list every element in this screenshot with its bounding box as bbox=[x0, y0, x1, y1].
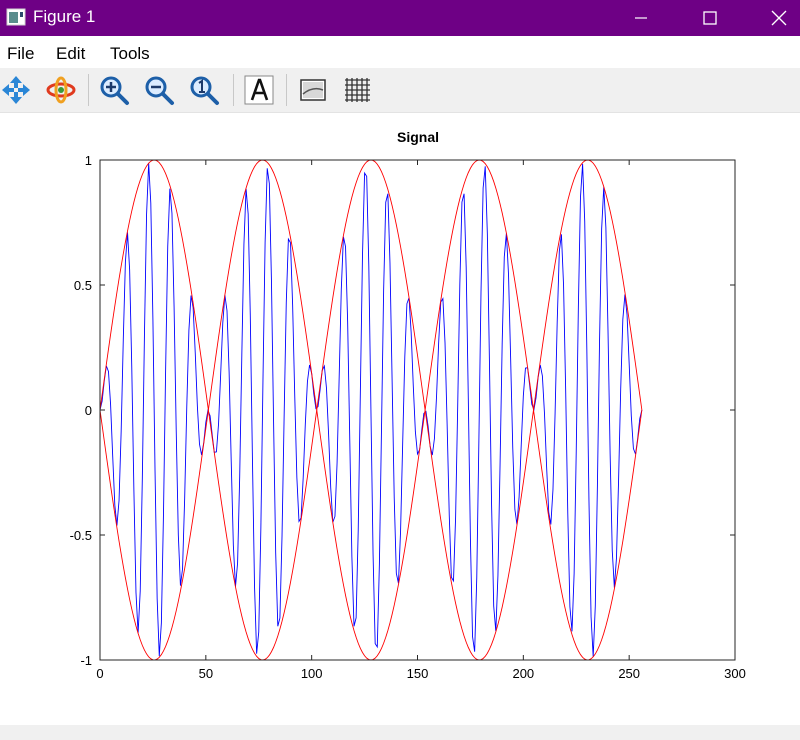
x-tick-label: 100 bbox=[301, 666, 323, 681]
zoom-reset-icon bbox=[190, 76, 219, 105]
text-annotation-button[interactable] bbox=[241, 72, 277, 108]
toolbar bbox=[0, 68, 800, 113]
pan-icon bbox=[2, 76, 30, 104]
chart-title: Signal bbox=[397, 129, 439, 145]
x-tick-label: 200 bbox=[512, 666, 534, 681]
axes-icon bbox=[300, 79, 326, 101]
menu-tools[interactable]: Tools bbox=[110, 44, 150, 63]
y-tick-label: -0.5 bbox=[70, 528, 92, 543]
text-annotation-icon bbox=[244, 75, 274, 105]
figure-canvas[interactable]: Signal 0 50 100 150 200 250 300 1 0.5 0 -0.5 -1 bbox=[0, 113, 800, 725]
zoom-in-icon bbox=[100, 76, 129, 105]
x-tick-label: 0 bbox=[96, 666, 103, 681]
axes-button[interactable] bbox=[295, 72, 331, 108]
grid-icon bbox=[345, 78, 370, 102]
rotate-icon bbox=[46, 76, 76, 104]
y-tick-label: 0 bbox=[85, 403, 92, 418]
x-tick-label: 50 bbox=[199, 666, 213, 681]
toolbar-separator bbox=[286, 74, 287, 106]
app-icon bbox=[6, 8, 26, 26]
maximize-button[interactable] bbox=[687, 0, 733, 36]
status-bar bbox=[0, 725, 800, 740]
menu-file[interactable]: File bbox=[7, 44, 35, 63]
axis-ticks: 0 50 100 150 200 250 300 1 0.5 0 -0.5 -1 bbox=[70, 153, 746, 681]
x-tick-label: 300 bbox=[724, 666, 746, 681]
toolbar-separator bbox=[88, 74, 89, 106]
zoom-reset-button[interactable] bbox=[186, 72, 222, 108]
title-bar: Figure 1 bbox=[0, 0, 800, 36]
plot-svg[interactable]: Signal 0 50 100 150 200 250 300 1 0.5 0 -0.5 -1 bbox=[0, 113, 800, 725]
plot-lines bbox=[99, 159, 643, 661]
minimize-button[interactable] bbox=[618, 0, 664, 36]
signal-line bbox=[99, 163, 643, 657]
y-tick-label: -1 bbox=[80, 653, 92, 668]
y-tick-label: 1 bbox=[85, 153, 92, 168]
zoom-in-button[interactable] bbox=[96, 72, 132, 108]
pan-button[interactable] bbox=[0, 72, 34, 108]
x-tick-label: 150 bbox=[407, 666, 429, 681]
menu-bar: File Edit Tools bbox=[0, 36, 800, 68]
y-tick-label: 0.5 bbox=[74, 278, 92, 293]
zoom-out-icon bbox=[145, 76, 174, 105]
grid-button[interactable] bbox=[340, 72, 376, 108]
axes-box bbox=[99, 159, 736, 661]
menu-edit[interactable]: Edit bbox=[56, 44, 86, 63]
close-button[interactable] bbox=[756, 0, 800, 36]
x-tick-label: 250 bbox=[618, 666, 640, 681]
window-title: Figure 1 bbox=[33, 7, 96, 26]
zoom-out-button[interactable] bbox=[141, 72, 177, 108]
minimize-icon bbox=[635, 17, 647, 19]
maximize-icon bbox=[703, 11, 717, 25]
close-icon bbox=[771, 10, 787, 26]
toolbar-separator bbox=[233, 74, 234, 106]
rotate-button[interactable] bbox=[43, 72, 79, 108]
